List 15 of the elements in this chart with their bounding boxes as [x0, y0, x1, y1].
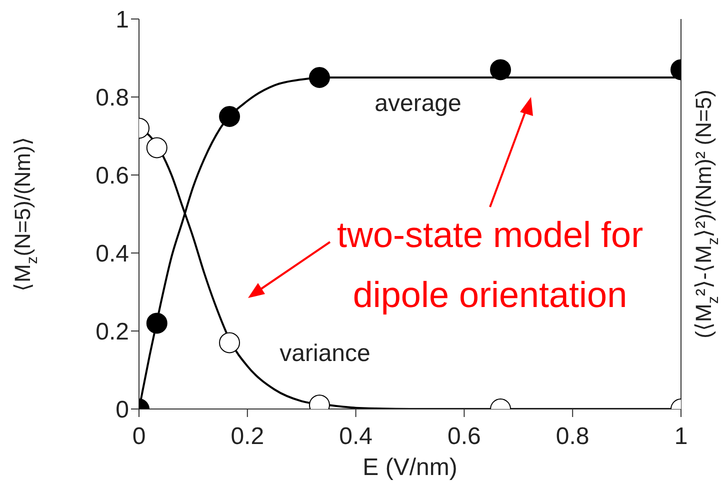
annotation: average [374, 90, 462, 118]
y-tick-label: 0 [116, 396, 129, 424]
annotation: two-state model for dipole orientation [336, 213, 644, 317]
y-tick-label: 0.4 [96, 240, 129, 268]
x-tick-label: 0.6 [448, 423, 481, 450]
x-tick-label: 0.2 [230, 423, 264, 450]
y-tick-label: 0.2 [96, 318, 129, 346]
y-tick-label: 0.6 [96, 162, 129, 190]
y-tick-label: 1 [116, 6, 129, 34]
y-tick-label: 0.8 [96, 84, 129, 112]
x-tick-label: 1 [674, 423, 688, 450]
x-tick-label: 0.4 [339, 423, 372, 450]
annotation: variance [278, 340, 372, 368]
x-tick-label: 0.8 [556, 423, 590, 450]
x-axis-title: E (V/nm) [362, 454, 458, 481]
